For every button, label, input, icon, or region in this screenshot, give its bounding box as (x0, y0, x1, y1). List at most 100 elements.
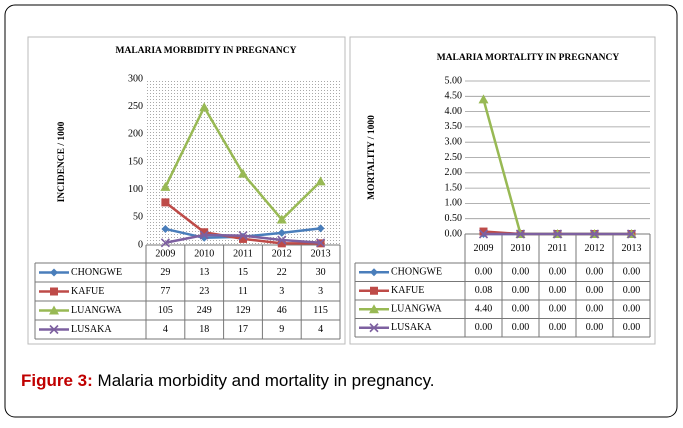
marker (589, 229, 600, 239)
table-cell: 4 (318, 324, 323, 335)
table-cell: 0.00 (512, 304, 530, 315)
table-cell: 0.00 (475, 322, 493, 333)
legend-label: CHONGWE (71, 267, 122, 278)
table-cell: 4.40 (475, 304, 493, 315)
y-tick-label: 0 (138, 239, 143, 250)
marker (515, 229, 526, 239)
y-tick-label: 250 (128, 101, 143, 112)
table-cell: 0.00 (586, 304, 604, 315)
legend-label: CHONGWE (391, 267, 442, 278)
marker (50, 268, 58, 277)
y-axis-label: INCIDENCE / 1000 (57, 121, 67, 202)
marker (238, 168, 248, 178)
marker (316, 238, 326, 248)
x-tick-label: 2011 (548, 243, 568, 254)
y-tick-label: 200 (128, 129, 143, 140)
legend-label: LUSAKA (71, 324, 112, 335)
table-cell: 15 (238, 267, 248, 278)
marker (277, 228, 286, 237)
marker (316, 224, 325, 233)
y-tick-label: 4.00 (445, 106, 463, 117)
chart-title: MALARIA MORTALITY IN PREGNANCY (437, 53, 620, 63)
caption: Figure 3: Malaria morbidity and mortalit… (21, 371, 435, 390)
legend-label: LUSAKA (391, 322, 432, 333)
table-cell: 0.00 (549, 322, 567, 333)
y-axis-label: MORTALITY / 1000 (367, 115, 377, 200)
x-tick-label: 2013 (622, 243, 642, 254)
x-tick-label: 2009 (155, 248, 175, 259)
table-cell: 22 (277, 267, 287, 278)
table-cell: 0.00 (549, 267, 567, 278)
y-tick-label: 1.50 (445, 182, 463, 193)
table-cell: 0.00 (475, 267, 493, 278)
table-cell: 0.00 (586, 322, 604, 333)
y-tick-label: 100 (128, 184, 143, 195)
table-cell: 0.00 (623, 322, 641, 333)
legend-label: LUANGWA (391, 304, 442, 315)
table-cell: 23 (199, 286, 209, 297)
legend-label: LUANGWA (71, 305, 122, 316)
y-tick-label: 1.00 (445, 198, 463, 209)
y-tick-label: 0.50 (445, 213, 463, 224)
y-tick-label: 2.00 (445, 167, 463, 178)
legend-label: KAFUE (71, 286, 104, 297)
x-tick-label: 2012 (585, 243, 605, 254)
marker (199, 102, 210, 112)
table-cell: 9 (279, 324, 284, 335)
table-cell: 3 (279, 286, 284, 297)
marker (238, 231, 248, 241)
table-cell: 0.00 (623, 267, 641, 278)
marker (369, 304, 379, 314)
x-tick-label: 2010 (511, 243, 531, 254)
marker (161, 224, 170, 233)
marker (199, 230, 209, 240)
table-cell: 4 (163, 324, 168, 335)
x-tick-label: 2009 (474, 243, 494, 254)
x-tick-label: 2010 (194, 248, 214, 259)
table-cell: 29 (160, 267, 170, 278)
table-cell: 0.00 (623, 304, 641, 315)
table-cell: 77 (160, 286, 170, 297)
plot-area (146, 79, 340, 245)
marker (552, 229, 563, 239)
marker (478, 94, 489, 104)
table-cell: 0.00 (512, 285, 530, 296)
table-cell: 46 (277, 305, 287, 316)
x-tick-label: 2012 (272, 248, 292, 259)
table-cell: 0.00 (586, 285, 604, 296)
table-cell: 0.00 (586, 267, 604, 278)
y-tick-label: 3.00 (445, 136, 463, 147)
table-cell: 30 (316, 267, 326, 278)
marker (370, 286, 378, 295)
x-tick-label: 2013 (311, 248, 331, 259)
table-cell: 18 (199, 324, 209, 335)
y-tick-label: 150 (128, 156, 143, 167)
marker (161, 198, 170, 207)
marker (49, 305, 59, 315)
table-cell: 249 (197, 305, 212, 316)
marker (239, 234, 247, 243)
table-cell: 0.00 (512, 267, 530, 278)
marker (277, 235, 287, 245)
y-tick-label: 4.50 (445, 91, 463, 102)
marker (626, 229, 637, 239)
y-tick-label: 300 (128, 73, 143, 84)
marker (370, 268, 378, 277)
marker (277, 239, 286, 248)
marker (315, 176, 326, 186)
chart-title: MALARIA MORBIDITY IN PREGNANCY (116, 46, 297, 56)
marker (49, 324, 59, 335)
marker (200, 228, 209, 237)
legend-label: KAFUE (391, 285, 424, 296)
table-cell: 0.08 (475, 285, 493, 296)
marker (478, 229, 489, 239)
table-cell: 17 (238, 324, 248, 335)
table-cell: 0.00 (512, 322, 530, 333)
table-cell: 105 (158, 305, 173, 316)
x-tick-label: 2011 (233, 248, 253, 259)
marker (276, 214, 287, 224)
table-cell: 0.00 (549, 285, 567, 296)
marker (160, 181, 171, 191)
y-tick-label: 0.00 (445, 228, 463, 239)
